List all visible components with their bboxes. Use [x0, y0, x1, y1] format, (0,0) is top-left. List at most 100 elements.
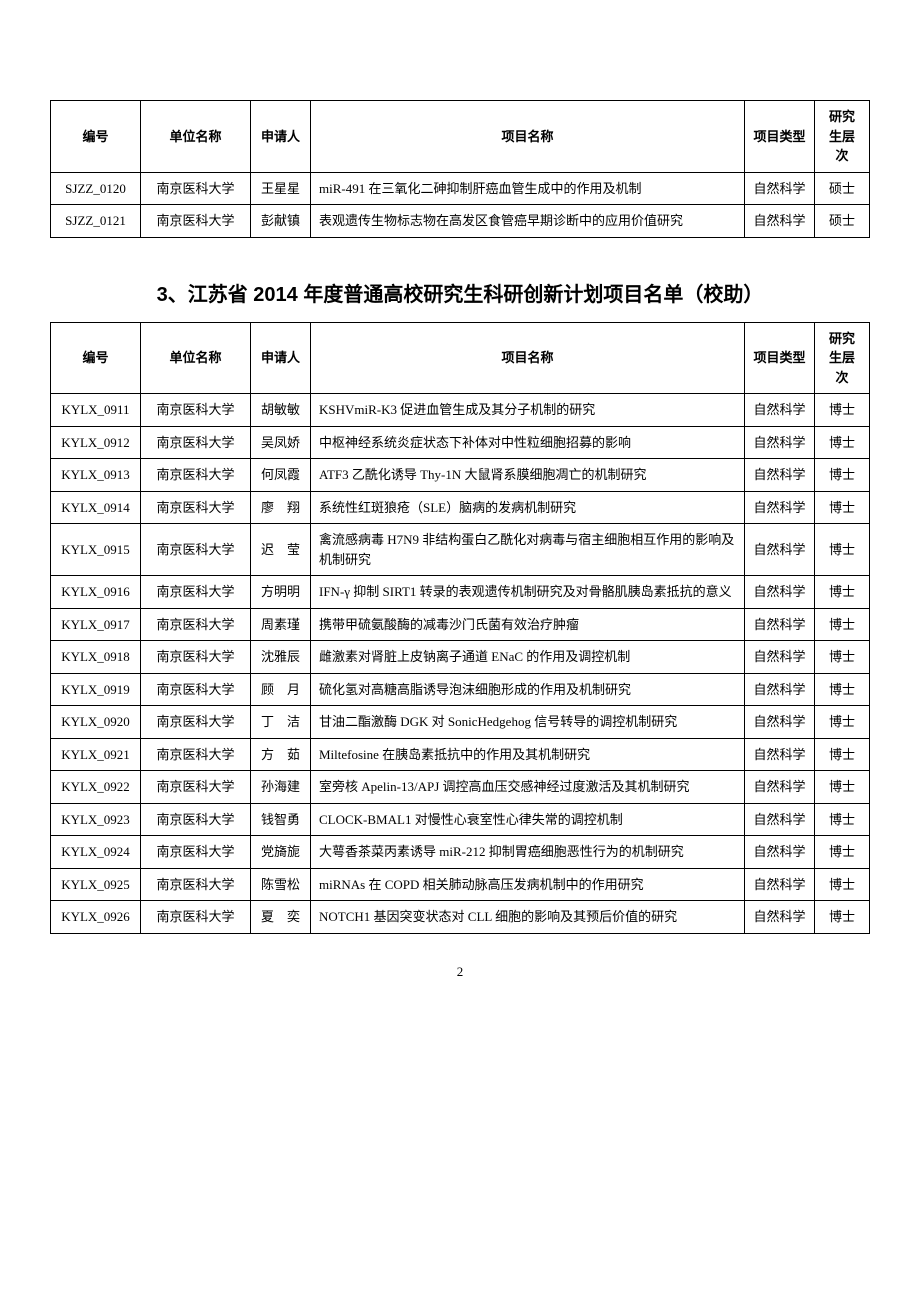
header-applicant: 申请人	[251, 322, 311, 394]
cell-project: 携带甲硫氨酸酶的减毒沙门氏菌有效治疗肿瘤	[311, 608, 745, 641]
cell-level: 博士	[815, 673, 870, 706]
page-number: 2	[50, 964, 870, 980]
cell-unit: 南京医科大学	[141, 576, 251, 609]
cell-type: 自然科学	[745, 836, 815, 869]
table-row: KYLX_0915南京医科大学迟 莹禽流感病毒 H7N9 非结构蛋白乙酰化对病毒…	[51, 524, 870, 576]
cell-type: 自然科学	[745, 771, 815, 804]
cell-project: IFN-γ 抑制 SIRT1 转录的表观遗传机制研究及对骨骼肌胰岛素抵抗的意义	[311, 576, 745, 609]
cell-project: Miltefosine 在胰岛素抵抗中的作用及其机制研究	[311, 738, 745, 771]
cell-unit: 南京医科大学	[141, 803, 251, 836]
table-row: KYLX_0911南京医科大学胡敏敏KSHVmiR-K3 促进血管生成及其分子机…	[51, 394, 870, 427]
cell-applicant: 廖 翔	[251, 491, 311, 524]
cell-id: KYLX_0921	[51, 738, 141, 771]
cell-applicant: 王星星	[251, 172, 311, 205]
header-level: 研究生层次	[815, 322, 870, 394]
cell-type: 自然科学	[745, 868, 815, 901]
header-level: 研究生层次	[815, 101, 870, 173]
cell-applicant: 钱智勇	[251, 803, 311, 836]
table-1: 编号 单位名称 申请人 项目名称 项目类型 研究生层次 SJZZ_0120南京医…	[50, 100, 870, 238]
table-row: KYLX_0920南京医科大学丁 洁甘油二酯激酶 DGK 对 SonicHedg…	[51, 706, 870, 739]
cell-level: 博士	[815, 576, 870, 609]
cell-id: KYLX_0920	[51, 706, 141, 739]
cell-applicant: 党旖旎	[251, 836, 311, 869]
table-header-row: 编号 单位名称 申请人 项目名称 项目类型 研究生层次	[51, 101, 870, 173]
cell-unit: 南京医科大学	[141, 459, 251, 492]
cell-applicant: 方明明	[251, 576, 311, 609]
cell-type: 自然科学	[745, 491, 815, 524]
cell-project: CLOCK-BMAL1 对慢性心衰室性心律失常的调控机制	[311, 803, 745, 836]
table-row: SJZZ_0121南京医科大学彭献镇表观遗传生物标志物在高发区食管癌早期诊断中的…	[51, 205, 870, 238]
cell-id: KYLX_0917	[51, 608, 141, 641]
cell-applicant: 何凤霞	[251, 459, 311, 492]
cell-type: 自然科学	[745, 576, 815, 609]
cell-type: 自然科学	[745, 608, 815, 641]
header-unit: 单位名称	[141, 101, 251, 173]
table-row: KYLX_0912南京医科大学吴凤娇中枢神经系统炎症状态下补体对中性粒细胞招募的…	[51, 426, 870, 459]
header-type: 项目类型	[745, 101, 815, 173]
cell-project: 禽流感病毒 H7N9 非结构蛋白乙酰化对病毒与宿主细胞相互作用的影响及机制研究	[311, 524, 745, 576]
cell-project: 雌激素对肾脏上皮钠离子通道 ENaC 的作用及调控机制	[311, 641, 745, 674]
cell-id: KYLX_0916	[51, 576, 141, 609]
cell-type: 自然科学	[745, 803, 815, 836]
cell-applicant: 顾 月	[251, 673, 311, 706]
cell-applicant: 吴凤娇	[251, 426, 311, 459]
cell-id: KYLX_0919	[51, 673, 141, 706]
cell-level: 博士	[815, 901, 870, 934]
table-row: KYLX_0918南京医科大学沈雅辰雌激素对肾脏上皮钠离子通道 ENaC 的作用…	[51, 641, 870, 674]
cell-type: 自然科学	[745, 673, 815, 706]
header-project: 项目名称	[311, 101, 745, 173]
cell-id: KYLX_0911	[51, 394, 141, 427]
cell-id: KYLX_0923	[51, 803, 141, 836]
cell-unit: 南京医科大学	[141, 491, 251, 524]
cell-level: 博士	[815, 491, 870, 524]
cell-level: 博士	[815, 868, 870, 901]
cell-id: KYLX_0915	[51, 524, 141, 576]
cell-level: 博士	[815, 524, 870, 576]
cell-type: 自然科学	[745, 524, 815, 576]
table-row: KYLX_0917南京医科大学周素瑾携带甲硫氨酸酶的减毒沙门氏菌有效治疗肿瘤自然…	[51, 608, 870, 641]
cell-project: 中枢神经系统炎症状态下补体对中性粒细胞招募的影响	[311, 426, 745, 459]
cell-applicant: 迟 莹	[251, 524, 311, 576]
cell-type: 自然科学	[745, 641, 815, 674]
cell-project: 表观遗传生物标志物在高发区食管癌早期诊断中的应用价值研究	[311, 205, 745, 238]
cell-project: 室旁核 Apelin-13/APJ 调控高血压交感神经过度激活及其机制研究	[311, 771, 745, 804]
table-row: KYLX_0916南京医科大学方明明IFN-γ 抑制 SIRT1 转录的表观遗传…	[51, 576, 870, 609]
cell-applicant: 彭献镇	[251, 205, 311, 238]
cell-level: 博士	[815, 641, 870, 674]
cell-project: miR-491 在三氧化二砷抑制肝癌血管生成中的作用及机制	[311, 172, 745, 205]
table-row: KYLX_0921南京医科大学方 茹Miltefosine 在胰岛素抵抗中的作用…	[51, 738, 870, 771]
cell-unit: 南京医科大学	[141, 641, 251, 674]
cell-level: 博士	[815, 459, 870, 492]
cell-type: 自然科学	[745, 426, 815, 459]
cell-project: 硫化氢对高糖高脂诱导泡沫细胞形成的作用及机制研究	[311, 673, 745, 706]
table-row: KYLX_0923南京医科大学钱智勇CLOCK-BMAL1 对慢性心衰室性心律失…	[51, 803, 870, 836]
cell-unit: 南京医科大学	[141, 673, 251, 706]
cell-applicant: 夏 奕	[251, 901, 311, 934]
cell-level: 博士	[815, 836, 870, 869]
cell-unit: 南京医科大学	[141, 836, 251, 869]
table-row: SJZZ_0120南京医科大学王星星miR-491 在三氧化二砷抑制肝癌血管生成…	[51, 172, 870, 205]
cell-level: 博士	[815, 706, 870, 739]
cell-project: NOTCH1 基因突变状态对 CLL 细胞的影响及其预后价值的研究	[311, 901, 745, 934]
table-row: KYLX_0914南京医科大学廖 翔系统性红斑狼疮（SLE）脑病的发病机制研究自…	[51, 491, 870, 524]
cell-level: 博士	[815, 426, 870, 459]
cell-project: miRNAs 在 COPD 相关肺动脉高压发病机制中的作用研究	[311, 868, 745, 901]
cell-project: KSHVmiR-K3 促进血管生成及其分子机制的研究	[311, 394, 745, 427]
cell-type: 自然科学	[745, 394, 815, 427]
cell-unit: 南京医科大学	[141, 738, 251, 771]
cell-level: 博士	[815, 394, 870, 427]
table-row: KYLX_0925南京医科大学陈雪松miRNAs 在 COPD 相关肺动脉高压发…	[51, 868, 870, 901]
cell-level: 博士	[815, 608, 870, 641]
header-id: 编号	[51, 101, 141, 173]
header-applicant: 申请人	[251, 101, 311, 173]
cell-level: 博士	[815, 803, 870, 836]
table-row: KYLX_0922南京医科大学孙海建室旁核 Apelin-13/APJ 调控高血…	[51, 771, 870, 804]
cell-project: 甘油二酯激酶 DGK 对 SonicHedgehog 信号转导的调控机制研究	[311, 706, 745, 739]
cell-id: SJZZ_0121	[51, 205, 141, 238]
table-row: KYLX_0926南京医科大学夏 奕NOTCH1 基因突变状态对 CLL 细胞的…	[51, 901, 870, 934]
cell-unit: 南京医科大学	[141, 608, 251, 641]
cell-id: KYLX_0914	[51, 491, 141, 524]
cell-unit: 南京医科大学	[141, 771, 251, 804]
header-id: 编号	[51, 322, 141, 394]
cell-level: 博士	[815, 771, 870, 804]
